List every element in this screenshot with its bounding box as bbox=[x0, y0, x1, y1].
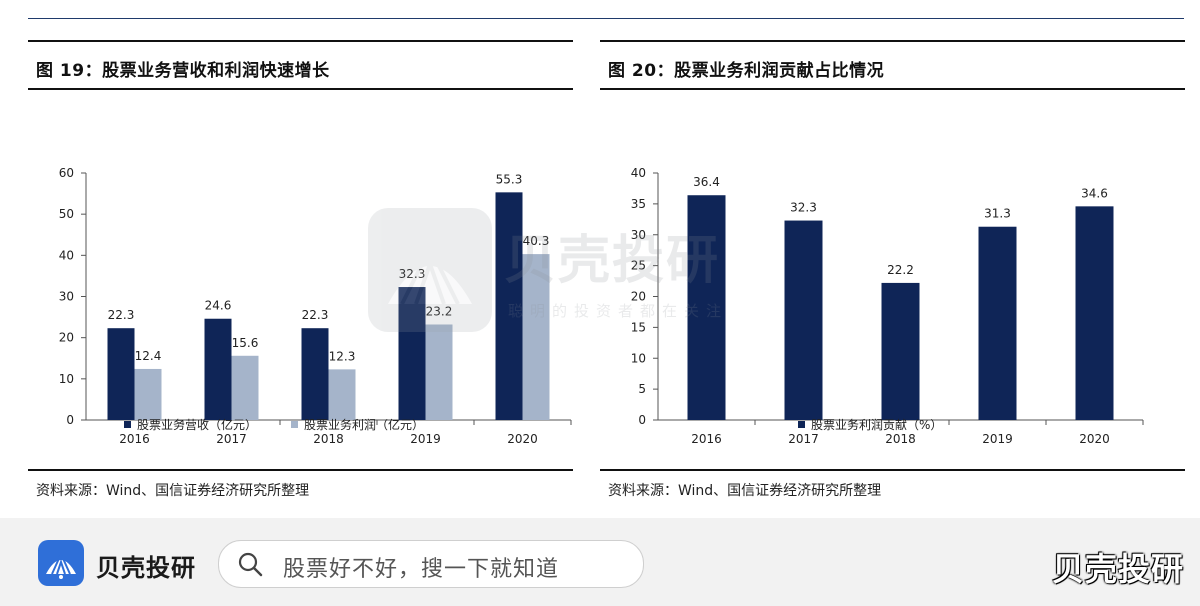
bar bbox=[328, 369, 356, 420]
panel-right: 图 20：股票业务利润贡献占比情况 0 5 10 15 20 25 30 35 40 2016 36… bbox=[600, 40, 1185, 510]
rule-bottom bbox=[600, 469, 1185, 471]
left-chart-svg: 0 10 20 30 40 50 60 2016 22.3 12.4 2017 24.6 15.6 201… bbox=[59, 166, 572, 446]
y-tick-label: 15 bbox=[631, 320, 646, 334]
search-input[interactable]: 股票好不好，搜一下就知道 bbox=[218, 540, 644, 588]
shell-icon bbox=[46, 551, 76, 579]
bar bbox=[231, 355, 259, 420]
data-label: 15.6 bbox=[232, 336, 259, 350]
x-tick-label: 2018 bbox=[885, 432, 916, 446]
rule-mid bbox=[600, 88, 1185, 90]
bar bbox=[784, 220, 823, 420]
legend-item-profit: 股票业务利润（亿元） bbox=[291, 416, 424, 433]
data-label: 31.3 bbox=[984, 207, 1011, 221]
corner-watermark: 贝壳投研 bbox=[1051, 550, 1184, 588]
data-label: 22.2 bbox=[887, 263, 914, 277]
bar bbox=[204, 318, 232, 420]
chart-title: 图 20：股票业务利润贡献占比情况 bbox=[608, 61, 885, 81]
y-tick-label: 35 bbox=[631, 197, 646, 211]
data-label: 40.3 bbox=[523, 234, 550, 248]
y-tick-label: 40 bbox=[631, 166, 646, 180]
x-tick-label: 2019 bbox=[982, 432, 1013, 446]
y-tick-label: 60 bbox=[59, 166, 74, 180]
data-label: 36.4 bbox=[693, 175, 720, 189]
chart-title: 图 19：股票业务营收和利润快速增长 bbox=[36, 61, 330, 81]
y-tick-label: 0 bbox=[66, 413, 74, 427]
rule-mid bbox=[28, 88, 573, 90]
bar bbox=[687, 195, 726, 420]
rule-top bbox=[28, 40, 573, 42]
data-label: 23.2 bbox=[426, 304, 453, 318]
bar bbox=[425, 324, 453, 420]
y-tick-label: 10 bbox=[631, 351, 646, 365]
y-tick-label: 50 bbox=[59, 207, 74, 221]
bar bbox=[398, 287, 426, 420]
data-label: 55.3 bbox=[496, 172, 523, 186]
legend-swatch-revenue bbox=[124, 421, 131, 428]
bar bbox=[134, 368, 162, 420]
data-label: 24.6 bbox=[205, 299, 232, 313]
x-tick-label: 2017 bbox=[788, 432, 819, 446]
panel-left: 图 19：股票业务营收和利润快速增长 0 10 20 30 40 50 60 2016 22.3… bbox=[28, 40, 573, 510]
search-placeholder: 股票好不好，搜一下就知道 bbox=[283, 557, 560, 582]
right-chart-svg: 0 5 10 15 20 25 30 35 40 2016 36.4 2017 32.3 2018 22.2… bbox=[631, 166, 1144, 446]
right-legend: 股票业务利润贡献（%） bbox=[798, 416, 942, 433]
legend-item-revenue: 股票业务营收（亿元） bbox=[124, 416, 257, 433]
y-tick-label: 20 bbox=[59, 331, 74, 345]
bar bbox=[1075, 206, 1114, 420]
legend-label-profit: 股票业务利润（亿元） bbox=[304, 418, 425, 432]
y-tick-label: 10 bbox=[59, 372, 74, 386]
data-label: 22.3 bbox=[108, 308, 135, 322]
legend-label-revenue: 股票业务营收（亿元） bbox=[137, 418, 258, 432]
x-tick-label: 2017 bbox=[216, 432, 247, 446]
top-rule bbox=[28, 18, 1184, 19]
x-tick-label: 2018 bbox=[313, 432, 344, 446]
y-tick-label: 0 bbox=[638, 413, 646, 427]
legend-swatch-contribution bbox=[798, 421, 805, 428]
source-note: 资料来源：Wind、国信证券经济研究所整理 bbox=[36, 483, 310, 499]
x-tick-label: 2020 bbox=[507, 432, 538, 446]
bar bbox=[107, 328, 135, 420]
rule-bottom bbox=[28, 469, 573, 471]
rule-top bbox=[600, 40, 1185, 42]
legend-label-contribution: 股票业务利润贡献（%） bbox=[811, 418, 943, 432]
legend-swatch-profit bbox=[291, 421, 299, 428]
data-label: 34.6 bbox=[1081, 186, 1108, 200]
y-tick-label: 30 bbox=[631, 228, 646, 242]
y-tick-label: 20 bbox=[631, 290, 646, 304]
data-label: 22.3 bbox=[302, 308, 329, 322]
legend-item-contribution: 股票业务利润贡献（%） bbox=[798, 416, 942, 433]
data-label: 32.3 bbox=[399, 267, 426, 281]
x-tick-label: 2016 bbox=[119, 432, 150, 446]
x-tick-label: 2020 bbox=[1079, 432, 1110, 446]
y-tick-label: 25 bbox=[631, 259, 646, 273]
app-logo-icon[interactable] bbox=[38, 540, 84, 586]
y-tick-label: 30 bbox=[59, 290, 74, 304]
data-label: 32.3 bbox=[790, 201, 817, 215]
bar bbox=[522, 254, 550, 420]
y-tick-label: 5 bbox=[638, 382, 646, 396]
left-legend: 股票业务营收（亿元） 股票业务利润（亿元） bbox=[124, 416, 424, 433]
y-tick-label: 40 bbox=[59, 248, 74, 262]
data-label: 12.3 bbox=[329, 349, 356, 363]
data-label: 12.4 bbox=[135, 349, 162, 363]
bar bbox=[301, 328, 329, 420]
bar bbox=[978, 226, 1017, 420]
bar bbox=[881, 282, 920, 420]
search-icon bbox=[238, 552, 263, 577]
x-tick-label: 2016 bbox=[691, 432, 722, 446]
bar bbox=[495, 192, 523, 420]
source-note: 资料来源：Wind、国信证券经济研究所整理 bbox=[608, 483, 882, 499]
app-logo-text[interactable]: 贝壳投研 bbox=[96, 554, 196, 582]
footer-bar: 贝壳投研 股票好不好，搜一下就知道 贝壳投研 bbox=[0, 518, 1200, 606]
x-tick-label: 2019 bbox=[410, 432, 441, 446]
